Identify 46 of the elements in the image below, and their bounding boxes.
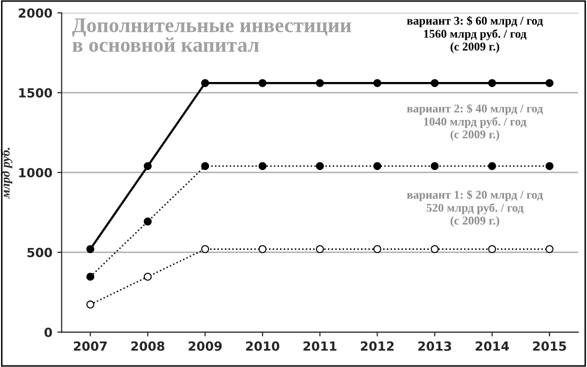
point [258,162,267,170]
y-tick-label: 1000 [19,168,52,178]
point [201,162,210,170]
point [488,162,496,170]
point [144,272,152,281]
y-tick-label: 2000 [18,8,52,18]
x-tick-label: 2013 [418,341,452,351]
point [488,245,496,254]
x-tick-label: 2012 [360,341,394,351]
x-tick-label: 2011 [304,341,336,351]
point [201,245,210,254]
point [430,162,439,170]
annotation: вариант 1: $ 20 млрд / год 520 млрд руб. / год (с 2009 г.) [407,190,543,227]
point [546,245,554,254]
point [430,245,439,254]
y-tick-label: 0 [44,328,52,338]
annotation: вариант 2: $ 40 млрд / год 1040 млрд руб. / год (с 2009 г.) [407,104,543,141]
x-tick-label: 2014 [476,341,509,351]
x-tick-label: 2008 [131,341,164,351]
x-tick-label: 2015 [533,341,566,351]
x-tick-label: 2010 [246,341,280,351]
point [373,162,382,170]
y-tick-label: 500 [27,248,52,258]
point [144,218,152,226]
point [86,245,94,254]
point [488,79,496,88]
point [373,79,382,88]
y-tick-label: 1500 [19,88,52,98]
point [316,245,324,254]
point [546,79,554,88]
point [258,79,267,88]
x-tick-label: 2009 [188,341,222,351]
point [316,79,324,88]
text: Дополнительные инвестиции в основной капитал [72,18,352,52]
point [258,245,267,254]
x-tick-label: 2007 [74,341,107,351]
point [373,245,382,254]
point [430,79,439,88]
point [316,162,324,170]
y-axis-title: млрд руб. [0,148,12,199]
point [546,162,554,170]
annotation: вариант 3: $ 60 млрд / год 1560 млрд руб. / год (с 2009 г.) [407,16,543,53]
point [144,162,152,170]
point [86,300,94,309]
point [86,272,94,281]
point [201,79,210,88]
